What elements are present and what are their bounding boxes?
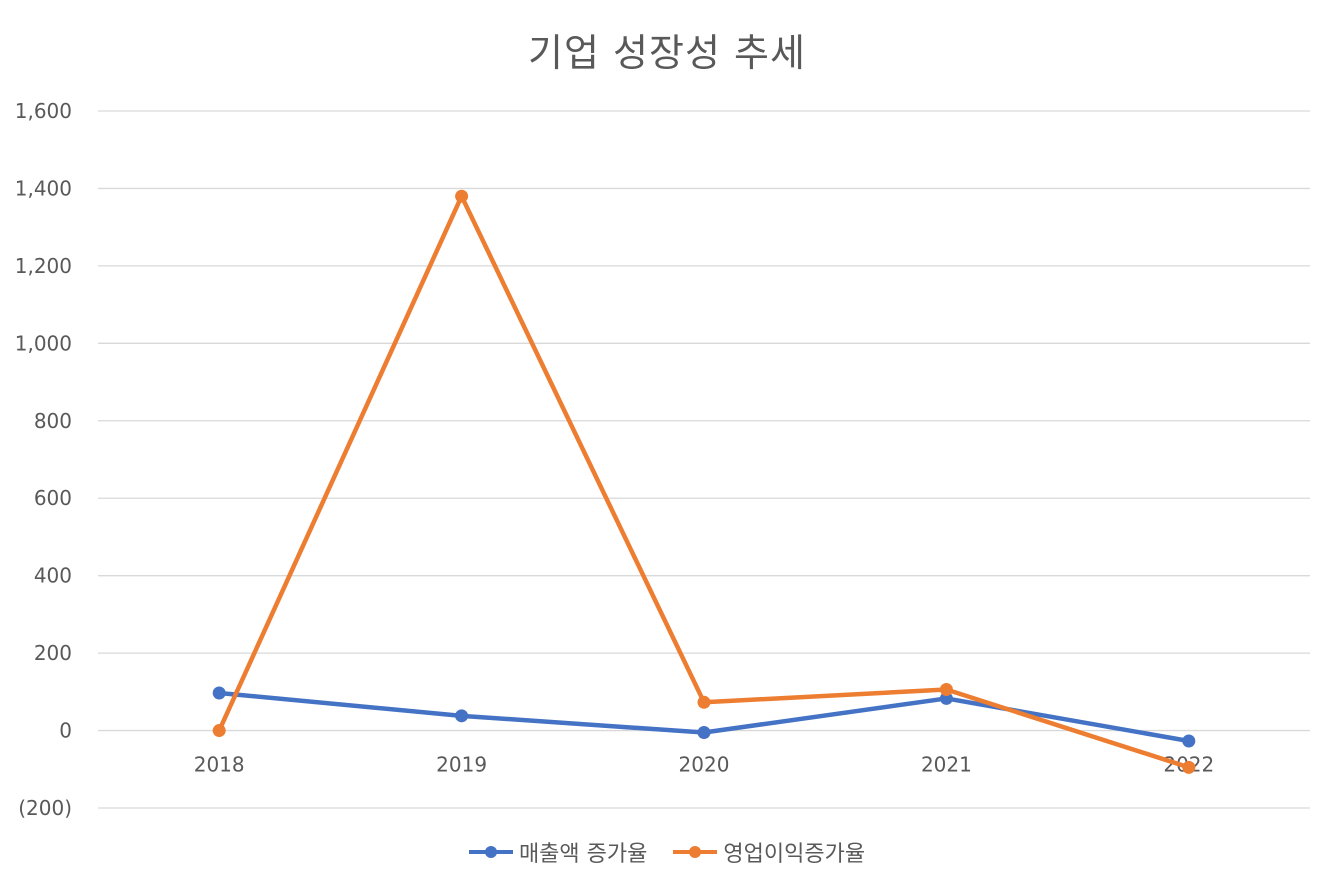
y-tick-label: 1,200 <box>15 254 72 278</box>
legend-swatch-sales-growth <box>468 844 513 860</box>
y-tick-label: 600 <box>34 486 72 510</box>
legend-label-sales-growth: 매출액 증가율 <box>518 842 648 867</box>
legend: 매출액 증가율 영업이익증가율 <box>0 836 1334 868</box>
series-1-point-3 <box>939 683 953 697</box>
y-tick-label: 1,400 <box>15 176 72 200</box>
y-tick-label: (200) <box>18 796 72 820</box>
y-tick-label: 1,000 <box>15 331 72 355</box>
series-0-point-4 <box>1182 734 1196 748</box>
y-tick-label: 200 <box>34 641 72 665</box>
chart-title: 기업 성장성 추세 <box>528 31 806 75</box>
series-1-point-2 <box>697 695 711 709</box>
series-0-point-0 <box>212 686 226 700</box>
legend-label-operating-profit-growth: 영업이익증가율 <box>723 842 866 867</box>
series-0-point-2 <box>697 725 711 739</box>
series-line-1 <box>216 193 1192 770</box>
x-tick-label: 2021 <box>921 753 972 777</box>
legend-item-sales-growth: 매출액 증가율 <box>468 836 648 868</box>
y-tick-label: 0 <box>59 719 72 743</box>
x-tick-label: 2018 <box>194 753 245 777</box>
y-tick-label: 800 <box>34 409 72 433</box>
series-1-point-0 <box>212 724 226 738</box>
series-1-point-1 <box>455 189 469 203</box>
x-tick-label: 2019 <box>436 753 487 777</box>
series-0-point-3 <box>939 691 953 705</box>
x-tick-label: 2020 <box>679 753 730 777</box>
legend-item-operating-profit-growth: 영업이익증가율 <box>673 836 865 868</box>
series-0-point-1 <box>455 709 469 723</box>
legend-swatch-operating-profit-growth <box>673 844 718 860</box>
y-tick-label: 1,600 <box>15 99 72 123</box>
y-tick-label: 400 <box>34 564 72 588</box>
series-1-point-4 <box>1182 760 1196 774</box>
